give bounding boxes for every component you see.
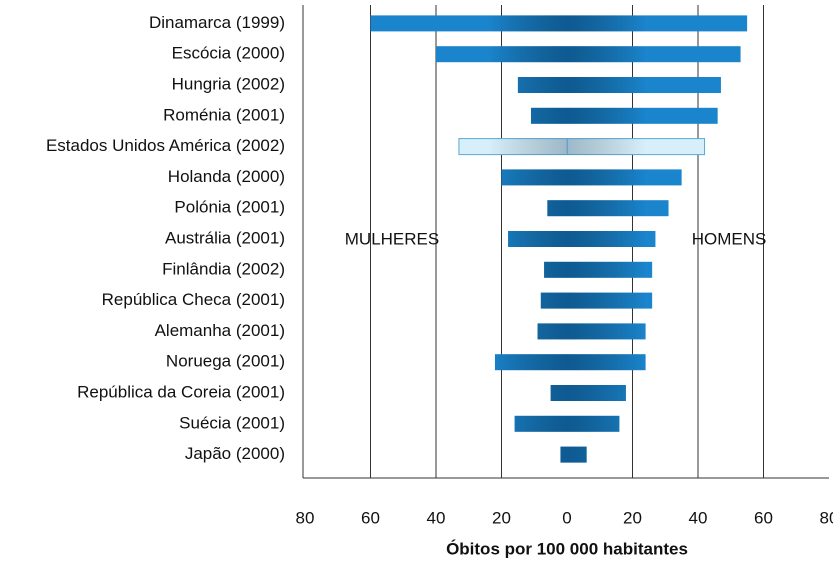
y-tick-label: Suécia (2001) xyxy=(179,413,285,432)
bar-shade xyxy=(567,200,669,217)
series-label: MULHERES xyxy=(345,229,439,248)
y-tick-label: Roménia (2001) xyxy=(163,105,285,124)
y-tick-label: Dinamarca (1999) xyxy=(149,13,285,32)
bar-shade xyxy=(567,323,646,340)
x-tick-label: 20 xyxy=(492,508,511,527)
bar-shade xyxy=(567,107,718,124)
bar-shade xyxy=(537,323,567,340)
bar-shade xyxy=(567,385,626,401)
x-tick-label: 80 xyxy=(296,508,315,527)
bar-shade xyxy=(560,446,567,463)
x-tick-label: 60 xyxy=(361,508,380,527)
bar-shade xyxy=(501,169,567,186)
bar-shade xyxy=(514,415,567,432)
x-tick-label: 20 xyxy=(623,508,642,527)
x-tick-label: 40 xyxy=(427,508,446,527)
x-tick-label: 80 xyxy=(820,508,833,527)
y-tick-label: Escócia (2000) xyxy=(172,44,285,63)
bar-shade xyxy=(567,169,682,186)
x-tick-label: 0 xyxy=(562,508,571,527)
bar-shade xyxy=(508,231,567,247)
bar-shade xyxy=(530,107,567,124)
bar-shade xyxy=(567,77,721,93)
y-tick-label: Japão (2000) xyxy=(185,444,285,463)
bar-shade xyxy=(567,292,653,309)
bar-shade xyxy=(544,261,567,278)
y-tick-label: Estados Unidos América (2002) xyxy=(46,136,285,155)
bar-shade xyxy=(567,15,748,32)
bar-shade xyxy=(567,231,656,247)
bar-shade xyxy=(567,46,741,63)
y-tick-label: Alemanha (2001) xyxy=(155,321,285,340)
y-tick-label: Noruega (2001) xyxy=(166,352,285,371)
y-tick-label: Holanda (2000) xyxy=(168,167,285,186)
y-tick-label: República Checa (2001) xyxy=(102,290,285,309)
y-tick-label: Austrália (2001) xyxy=(165,228,285,247)
bar-shade xyxy=(567,354,646,371)
bar-shade xyxy=(540,292,567,309)
bar-shade xyxy=(550,385,567,401)
bar-shade xyxy=(567,138,705,155)
y-tick-label: Hungria (2002) xyxy=(172,74,285,93)
bars xyxy=(370,15,748,463)
y-tick-label: Polónia (2001) xyxy=(174,198,285,217)
bar-shade xyxy=(567,446,587,463)
bar-shade xyxy=(517,77,567,93)
series-label: HOMENS xyxy=(692,229,767,248)
x-tick-label: 40 xyxy=(689,508,708,527)
y-tick-label: República da Coreia (2001) xyxy=(77,382,285,401)
bar-shade xyxy=(370,15,567,32)
bar-shade xyxy=(547,200,567,217)
bar-shade xyxy=(567,261,653,278)
bar-shade xyxy=(567,415,620,432)
x-axis-label: Óbitos por 100 000 habitantes xyxy=(446,539,688,558)
bar-shade xyxy=(436,46,567,63)
x-tick-label: 60 xyxy=(754,508,773,527)
y-tick-label: Finlândia (2002) xyxy=(162,259,285,278)
bar-shade xyxy=(458,138,567,155)
bar-shade xyxy=(494,354,567,371)
